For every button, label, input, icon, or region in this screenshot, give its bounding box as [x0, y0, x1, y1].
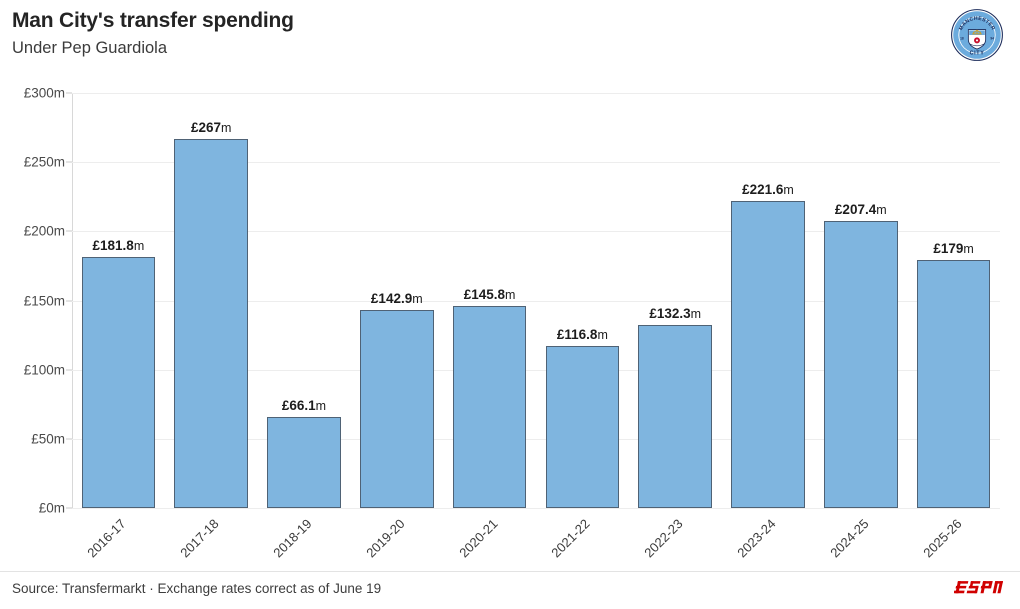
bar-2016-17[interactable]: £181.8m 2016-17: [81, 238, 156, 560]
y-axis-tick-label: £100m: [23, 362, 65, 378]
x-axis-tick-label: 2020-21: [455, 516, 501, 561]
gridline: £0m: [39, 501, 1000, 516]
bar-value-label: £207.4m: [834, 202, 887, 218]
crest-bottom-text: CITY: [970, 50, 985, 56]
y-axis-tick-label: £0m: [38, 500, 65, 516]
bar-value-label: £179m: [933, 241, 974, 257]
chart-subtitle: Under Pep Guardiola: [12, 39, 168, 57]
bars-container: £0m £50m £100m £150m £200m £250m £300m £181.8m 2…: [24, 86, 1000, 560]
bar-2025-26[interactable]: £179m 2025-26: [916, 241, 991, 560]
bar-value-label: £267m: [190, 119, 232, 135]
bar-value-label: £132.3m: [649, 306, 702, 321]
x-axis-tick-label: 2022-23: [641, 516, 686, 561]
bar-value-label: £116.8m: [556, 327, 608, 343]
gridline: £250m: [24, 155, 1000, 170]
bar-2023-24[interactable]: £221.6m 2023-24: [731, 182, 805, 560]
gridline: £100m: [24, 362, 1000, 377]
bar-2017-18[interactable]: £267m 2017-18: [174, 120, 249, 560]
x-axis-tick-label: 2021-22: [548, 516, 593, 561]
y-axis-tick-mark: [66, 507, 72, 509]
gridline: £200m: [24, 224, 1000, 239]
x-axis-tick-label: 2024-25: [827, 516, 872, 561]
y-axis-tick-label: £50m: [31, 431, 65, 447]
bar-value-label: £142.9m: [370, 291, 423, 307]
svg-text:18: 18: [960, 36, 964, 40]
bar-2018-19[interactable]: £66.1m 2018-19: [267, 398, 341, 560]
y-axis-tick-mark: [66, 369, 72, 371]
x-axis-tick-label: 2018-19: [270, 516, 315, 561]
bar-value-label: £66.1m: [281, 397, 327, 413]
bar-value-label: £221.6m: [742, 182, 794, 198]
x-axis-tick-label: 2016-17: [84, 516, 129, 561]
x-axis-tick-label: 2017-18: [177, 516, 222, 561]
bar-2020-21[interactable]: £145.8m 2020-21: [452, 287, 527, 560]
gridline: £150m: [24, 293, 1000, 308]
y-axis-tick-label: £300m: [23, 85, 65, 101]
bar-value-label: £145.8m: [463, 287, 516, 303]
chart-header: Man City's transfer spending Under Pep G…: [12, 8, 912, 59]
y-axis-tick-mark: [66, 230, 72, 232]
source-note: Source: Transfermarkt · Exchange rates c…: [12, 581, 382, 596]
footer-divider: [0, 571, 1020, 572]
bar-2024-25[interactable]: £207.4m 2024-25: [823, 202, 898, 560]
y-axis-tick-label: £150m: [23, 293, 65, 308]
espn-logo: [953, 579, 1006, 597]
bar-2021-22[interactable]: £116.8m 2021-22: [545, 327, 620, 560]
page-title: Man City's transfer spending: [12, 9, 294, 32]
y-axis-tick-mark: [66, 92, 72, 94]
bar-2019-20[interactable]: £142.9m 2019-20: [359, 291, 434, 560]
gridline: £50m: [31, 431, 1000, 446]
man-city-crest-icon: MANCHESTER CITY 18 94: [950, 8, 1004, 62]
y-axis-tick-mark: [66, 300, 72, 301]
y-axis-tick-label: £200m: [23, 223, 65, 239]
x-axis-tick-label: 2019-20: [363, 516, 408, 561]
y-axis-tick-mark: [66, 161, 72, 163]
svg-text:94: 94: [990, 36, 994, 40]
bar-value-label: £181.8m: [92, 237, 145, 253]
x-axis-tick-label: 2023-24: [734, 516, 779, 561]
gridline: £300m: [24, 86, 1000, 101]
y-axis-tick-mark: [66, 438, 72, 440]
bar-2022-23[interactable]: £132.3m 2022-23: [638, 306, 713, 560]
x-axis-tick-label: 2025-26: [919, 516, 965, 561]
y-axis-tick-label: £250m: [23, 154, 65, 170]
